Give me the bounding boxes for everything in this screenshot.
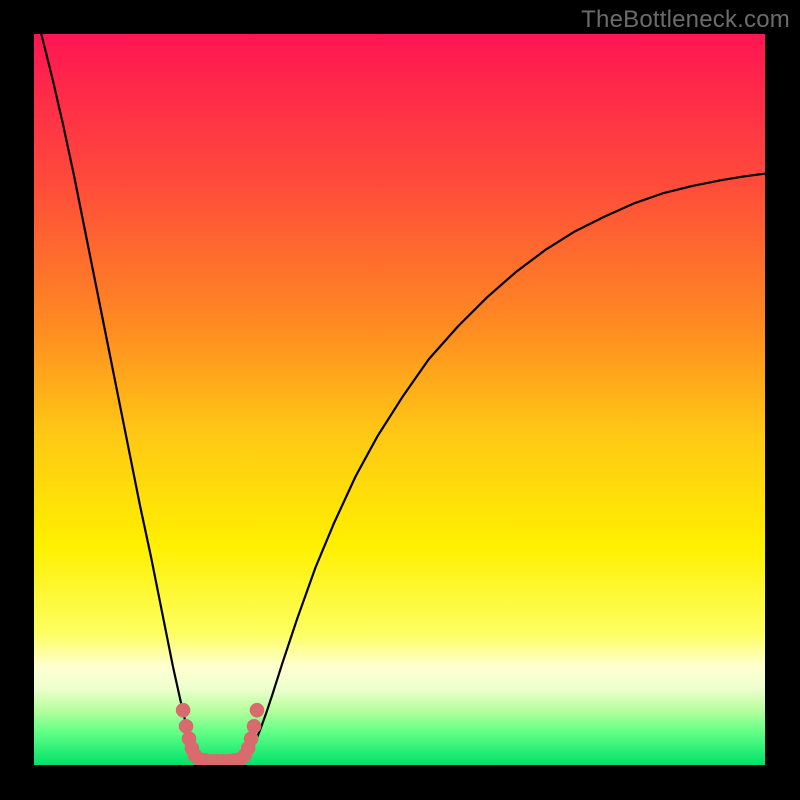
chart-svg — [34, 34, 765, 765]
plot-area — [34, 34, 765, 765]
marker-dot — [244, 732, 258, 746]
marker-dot — [179, 719, 193, 733]
gradient-background — [34, 34, 765, 765]
marker-dot — [176, 703, 190, 717]
marker-dot — [247, 719, 261, 733]
marker-dot — [250, 703, 264, 717]
watermark-text: TheBottleneck.com — [581, 6, 790, 34]
